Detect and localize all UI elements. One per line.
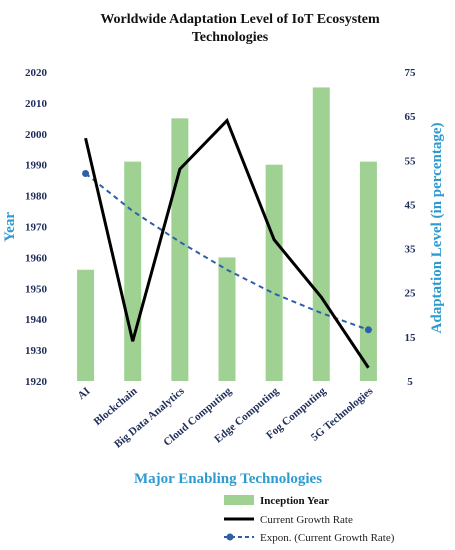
trendline-start-point [82,170,90,178]
expon-trendline [84,172,369,331]
left-tick-label: 2020 [25,67,48,79]
right-tick-label: 25 [405,288,417,300]
left-axis-ticks: 1920 1930 1940 1950 1960 1970 1980 1990 2000 2010… [25,67,48,388]
left-axis-label: Year [2,212,18,242]
left-tick-label: 1930 [25,345,48,357]
left-tick-label: 2000 [25,129,48,141]
right-axis-label: Adaptation Level (in percentage) [429,123,445,334]
legend-label-inception-year: Inception Year [260,495,329,507]
bar-5g-technologies [359,161,377,381]
left-tick-label: 1950 [25,283,48,295]
legend-label-expon-trendline: Expon. (Current Growth Rate) [260,532,395,544]
right-tick-label: 15 [405,332,417,344]
right-tick-label: 55 [405,155,417,167]
bar-blockchain [124,161,142,381]
left-tick-label: 1920 [25,376,48,388]
right-tick-label: 35 [405,244,417,256]
x-axis-label: Major Enabling Technologies [134,471,322,487]
bar-edge-computing [265,164,283,381]
chart-title-line-1: Worldwide Adaptation Level of IoT Ecosys… [100,12,380,27]
right-tick-label: 75 [405,67,417,79]
chart-title-line-2: Technologies [192,30,269,45]
series-lines [82,117,372,369]
legend: Inception Year Current Growth Rate Expon… [224,495,395,544]
trendline-end-point [364,326,372,334]
left-tick-label: 1960 [25,252,48,264]
bar-cloud-computing [218,257,236,381]
legend-swatch-inception-year [224,495,254,505]
category-label: AI [75,385,92,402]
bar-big-data-analytics [171,118,189,381]
current-growth-rate-line [84,117,370,369]
right-tick-label: 65 [405,111,417,123]
bar-ai [77,269,95,381]
right-tick-label: 45 [405,199,417,211]
right-axis-ticks: 5 15 25 35 45 55 65 75 [405,67,417,388]
left-tick-label: 1990 [25,160,48,172]
legend-marker-expon-trendline [226,533,234,541]
inception-year-bars [77,87,377,381]
bar-fog-computing [312,87,330,381]
legend-label-current-growth-rate: Current Growth Rate [260,514,353,526]
left-tick-label: 1980 [25,191,48,203]
left-tick-label: 1970 [25,222,48,234]
left-tick-label: 2010 [25,98,48,110]
category-label: Blockchain [92,385,140,428]
left-tick-label: 1940 [25,314,48,326]
right-tick-label: 5 [407,376,413,388]
